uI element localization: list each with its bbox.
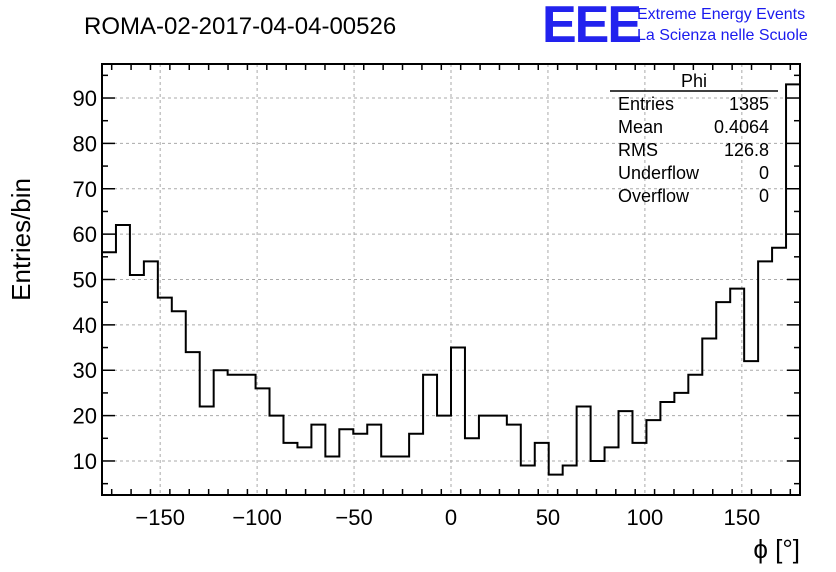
histogram-bin xyxy=(688,375,702,495)
histogram-bin xyxy=(172,311,186,495)
histogram-bin xyxy=(646,420,660,495)
y-tick-label: 10 xyxy=(73,449,97,474)
x-tick-label: 0 xyxy=(445,505,457,530)
histogram-bin xyxy=(144,261,158,495)
y-tick-label: 80 xyxy=(73,131,97,156)
x-tick-label: −50 xyxy=(335,505,372,530)
histogram-bin xyxy=(311,425,325,495)
y-tick-label: 40 xyxy=(73,313,97,338)
logo-line2: La Scienza nelle Scuole xyxy=(637,27,808,44)
histogram-bin xyxy=(591,461,605,495)
histogram-bin xyxy=(786,84,800,495)
histogram-bin xyxy=(242,375,256,495)
histogram-bin xyxy=(283,443,297,495)
y-tick-label: 30 xyxy=(73,358,97,383)
histogram-bin xyxy=(297,447,311,495)
chart-title: ROMA-02-2017-04-04-00526 xyxy=(84,13,396,40)
histogram-bin xyxy=(772,248,786,495)
histogram-bin xyxy=(702,338,716,495)
y-axis-title: Entries/bin xyxy=(6,178,36,301)
histogram-bin xyxy=(632,443,646,495)
histogram-bin xyxy=(465,438,479,495)
stats-value: 1385 xyxy=(729,94,769,114)
histogram-bin xyxy=(214,370,228,495)
eee-logo: EEE Extreme Energy Events La Scienza nel… xyxy=(542,0,808,54)
histogram-bin xyxy=(437,416,451,495)
histogram-bin xyxy=(605,447,619,495)
stats-label: Entries xyxy=(618,94,674,114)
stats-label: Overflow xyxy=(618,186,690,206)
histogram-bin xyxy=(674,393,688,495)
histogram-bin xyxy=(367,425,381,495)
histogram-bin xyxy=(730,289,744,495)
histogram-bin xyxy=(158,298,172,495)
y-tick-label: 70 xyxy=(73,177,97,202)
logo-line1: Extreme Energy Events xyxy=(637,6,805,23)
y-tick-label: 50 xyxy=(73,268,97,293)
histogram-bin xyxy=(102,252,116,495)
histogram-bin xyxy=(535,443,549,495)
y-tick-label: 20 xyxy=(73,404,97,429)
x-tick-label: 50 xyxy=(536,505,560,530)
histogram-bin xyxy=(758,261,772,495)
x-tick-label: 150 xyxy=(723,505,760,530)
histogram-bin xyxy=(549,475,563,495)
stats-box: Phi Entries 1385 Mean 0.4064 RMS 126.8 Underfl… xyxy=(610,71,778,206)
x-axis-title: ϕ [°] xyxy=(753,534,800,564)
histogram-bin xyxy=(130,275,144,495)
histogram-bin xyxy=(744,361,758,495)
stats-label: Mean xyxy=(618,117,663,137)
histogram-bin xyxy=(409,434,423,495)
histogram-bin xyxy=(521,466,535,495)
histogram-line xyxy=(102,83,800,476)
histogram-bin xyxy=(256,388,270,495)
y-tick-label: 60 xyxy=(73,222,97,247)
stats-rows: Entries 1385 Mean 0.4064 RMS 126.8 Underflow 0 O… xyxy=(618,94,769,206)
x-tick-label: −100 xyxy=(232,505,282,530)
histogram-bin xyxy=(353,434,367,495)
histogram-bin xyxy=(423,375,437,495)
histogram-bin xyxy=(660,402,674,495)
x-tick-label: −150 xyxy=(135,505,185,530)
axis-tick-labels: −150 −100 −50 0 50 100 150 10 20 30 40 50 60 70 80 90 xyxy=(73,86,761,530)
histogram-bin xyxy=(116,225,130,495)
axis-ticks xyxy=(102,64,800,495)
histogram-bin xyxy=(228,375,242,495)
stats-value: 0 xyxy=(759,186,769,206)
x-tick-label: 100 xyxy=(627,505,664,530)
histogram-bin xyxy=(270,416,284,495)
histogram-bin xyxy=(716,302,730,495)
stats-label: Underflow xyxy=(618,163,700,183)
histogram-bin xyxy=(493,416,507,495)
stats-value: 126.8 xyxy=(724,140,769,160)
histogram-bin xyxy=(619,411,633,495)
stats-label: RMS xyxy=(618,140,658,160)
histogram-bin xyxy=(325,456,339,495)
histogram-bin xyxy=(200,407,214,495)
stats-value: 0 xyxy=(759,163,769,183)
logo-mark: EEE xyxy=(542,0,640,54)
histogram-bin xyxy=(577,407,591,495)
stats-name: Phi xyxy=(681,71,707,91)
histogram-bin xyxy=(451,348,465,495)
histogram-bin xyxy=(563,466,577,495)
histogram-bin xyxy=(186,352,200,495)
histogram-bin xyxy=(507,425,521,495)
stats-value: 0.4064 xyxy=(714,117,769,137)
histogram-bin xyxy=(339,429,353,495)
histogram-bin xyxy=(479,416,493,495)
y-tick-label: 90 xyxy=(73,86,97,111)
